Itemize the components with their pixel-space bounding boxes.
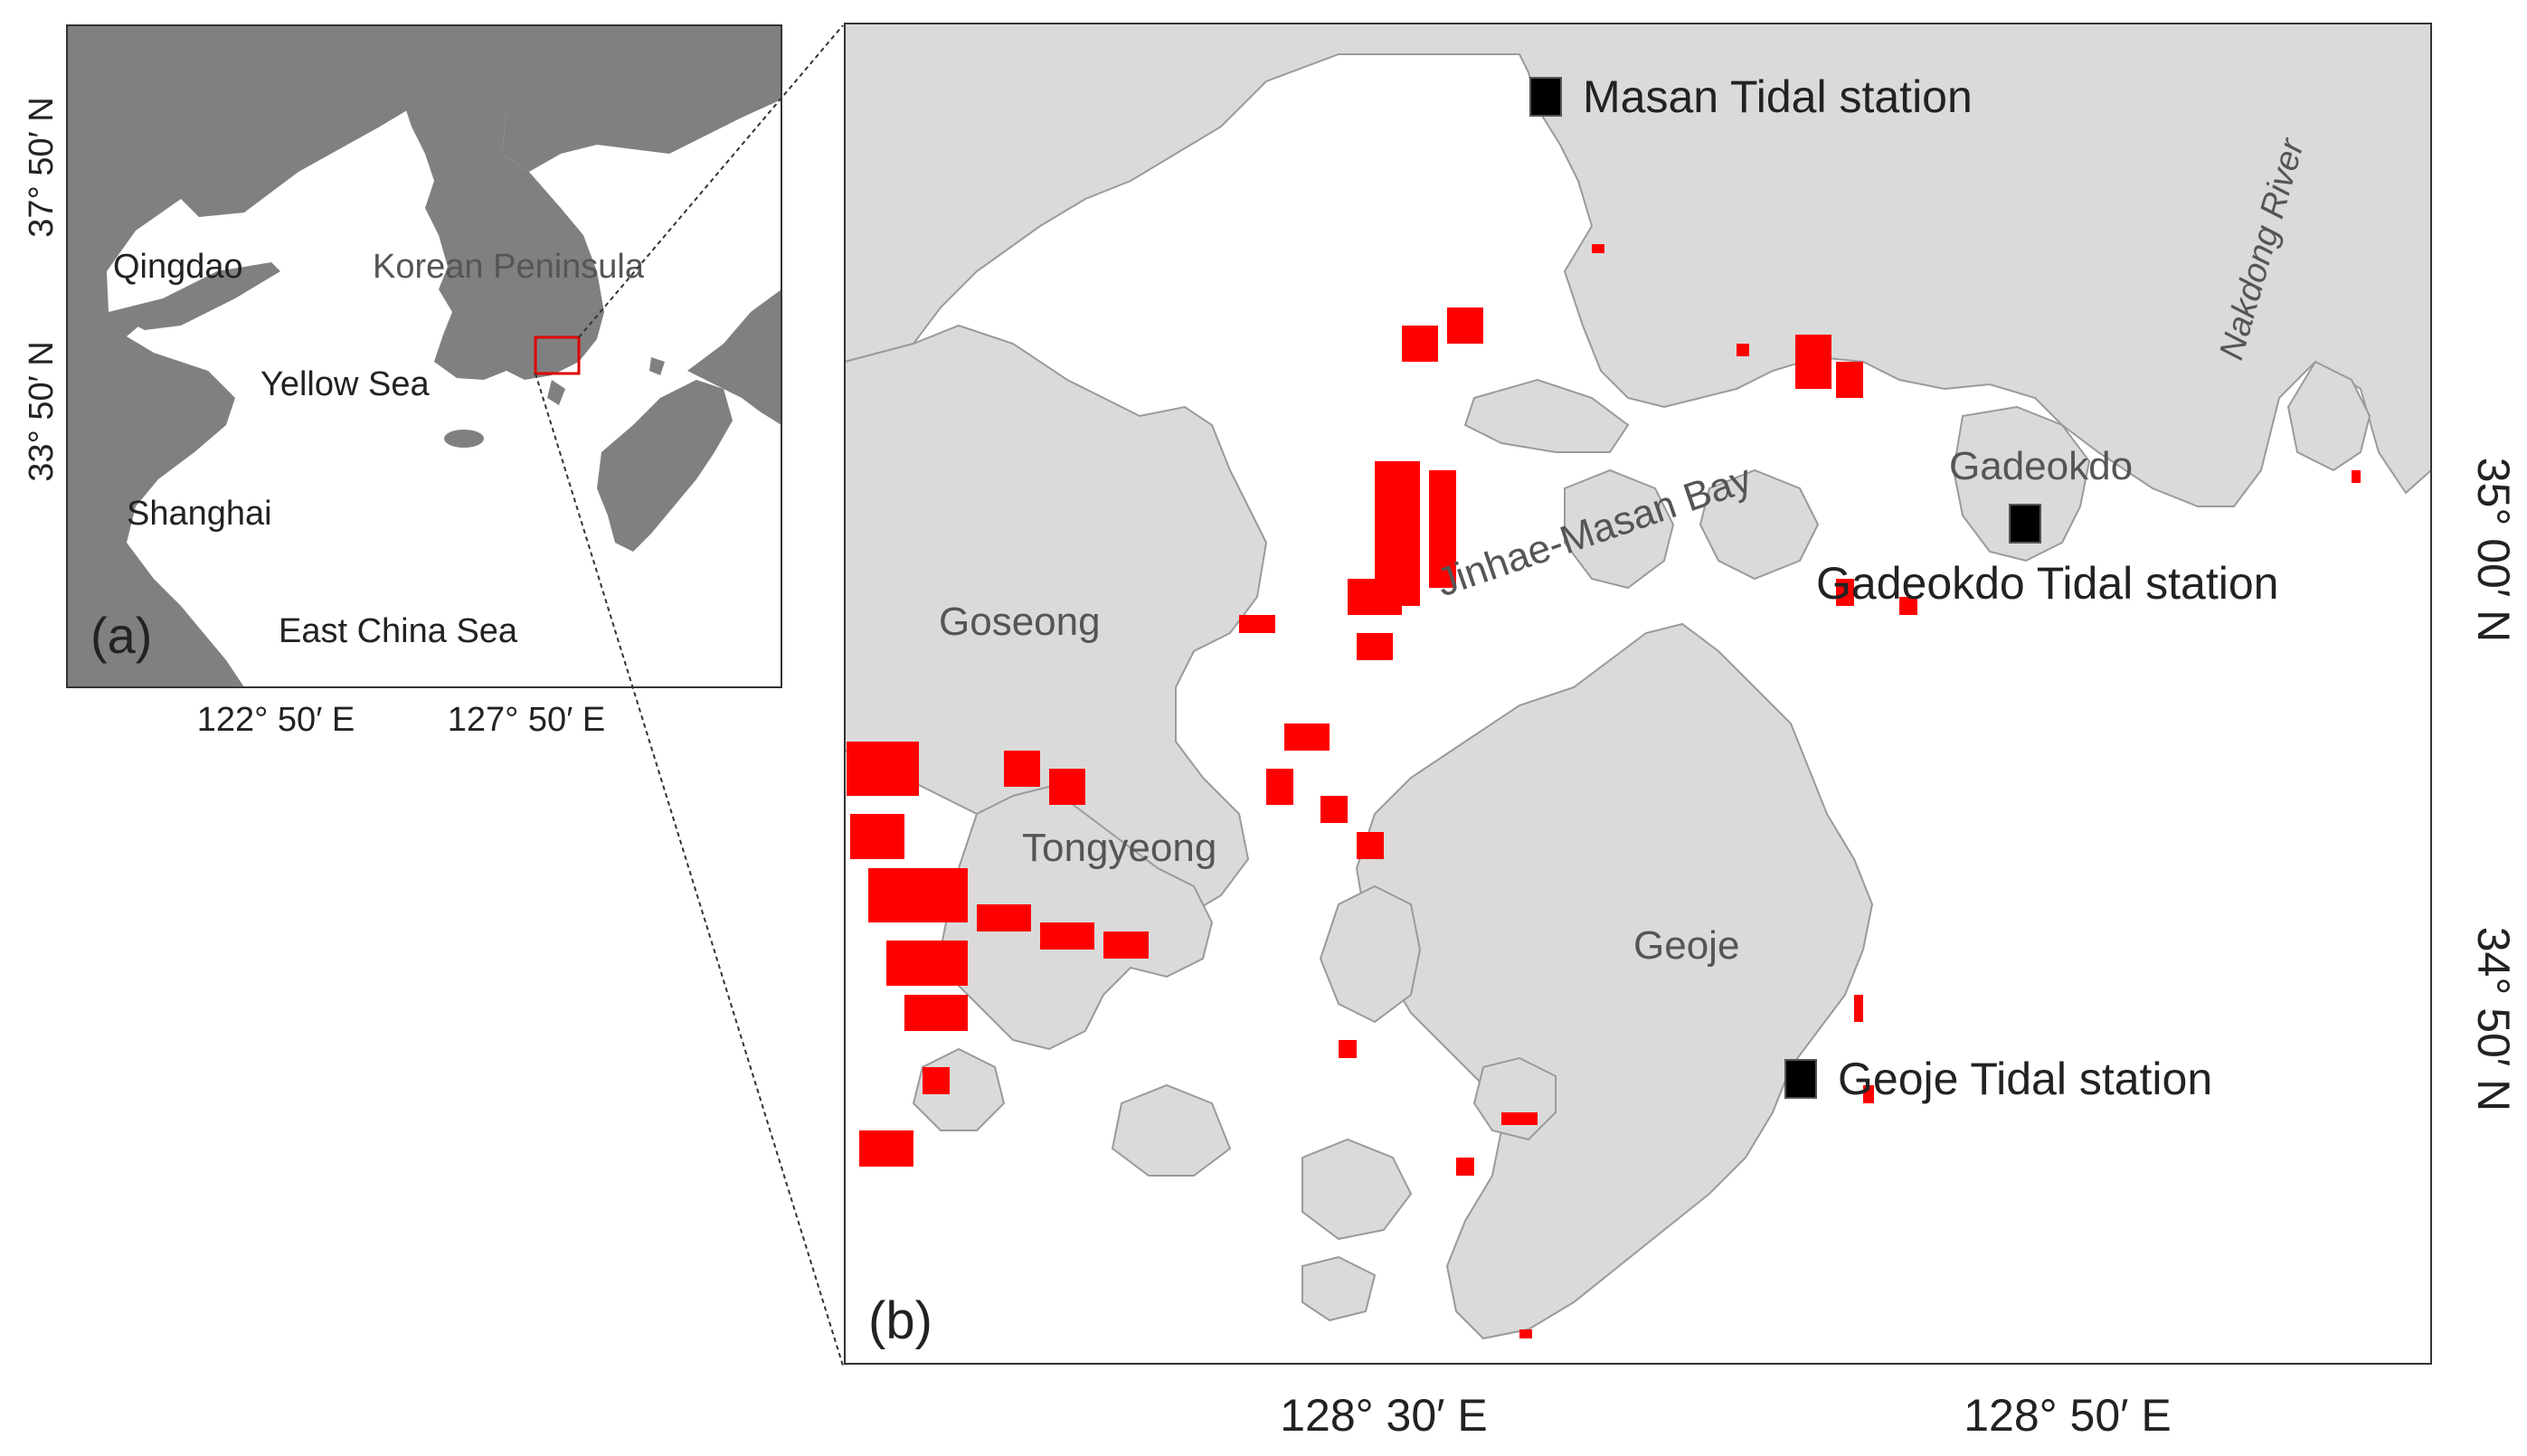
label-goseong: Goseong — [939, 600, 1101, 644]
station-geoje-label: Geoje Tidal station — [1838, 1054, 2212, 1104]
north-mainland — [845, 24, 2431, 507]
jeju-island — [444, 430, 484, 448]
station-masan-label: Masan Tidal station — [1583, 71, 1973, 122]
station-masan-marker — [1529, 77, 1562, 117]
panel-a-lat-tick-2: 33° 50′ N — [23, 341, 61, 481]
island-3 — [1564, 468, 1675, 590]
northeast-land — [502, 25, 781, 172]
island-5 — [1463, 378, 1630, 453]
label-yellow-sea: Yellow Sea — [260, 365, 430, 403]
japan-honshu — [687, 289, 781, 425]
panel-a-lon-tick-2: 127° 50′ E — [448, 701, 605, 739]
gadeokdo-island — [1952, 405, 2091, 563]
station-geoje-marker — [1784, 1059, 1817, 1099]
japan-kyushu — [597, 380, 733, 552]
aquaculture-farms — [847, 244, 2361, 1338]
panel-b: Masan Tidal station Gadeokdo Tidal stati… — [844, 23, 2519, 1441]
label-tongyeong: Tongyeong — [1022, 826, 1216, 870]
panel-b-lon-tick-1: 128° 30′ E — [1280, 1390, 1488, 1441]
panel-b-tag: (b) — [868, 1291, 932, 1350]
zoom-line-top — [578, 24, 844, 338]
panel-b-lat-tick-2: 34° 50′ N — [2468, 927, 2519, 1112]
china-land — [67, 25, 506, 687]
label-gadeokdo: Gadeokdo — [1949, 444, 2133, 488]
panel-a-tag: (a) — [90, 607, 152, 664]
label-korean-peninsula: Korean Peninsula — [373, 248, 645, 286]
korean-peninsula-land — [389, 25, 604, 380]
japan-islands — [547, 357, 665, 405]
panel-b-frame — [844, 23, 2432, 1365]
island-7 — [1111, 1083, 1232, 1177]
station-gadeokdo-label: Gadeokdo Tidal station — [1816, 558, 2278, 609]
island-4 — [1699, 468, 1820, 581]
label-geoje: Geoje — [1633, 923, 1739, 968]
south-land — [163, 651, 244, 687]
study-area-box — [534, 336, 581, 375]
zoom-line-bottom — [535, 373, 844, 1366]
island-9 — [1301, 1255, 1377, 1322]
panel-b-lat-tick-1: 35° 00′ N — [2468, 458, 2519, 643]
island-6 — [1301, 1138, 1413, 1241]
panel-a-lat-tick-1: 37° 50′ N — [23, 97, 61, 237]
panel-a-frame — [66, 24, 782, 688]
panel-b-lon-tick-2: 128° 50′ E — [1964, 1390, 2172, 1441]
label-qingdao: Qingdao — [113, 248, 243, 286]
east-coast — [2286, 360, 2371, 472]
island-1 — [1319, 884, 1422, 1024]
panel-a: Qingdao Korean Peninsula Yellow Sea Shan… — [23, 24, 782, 739]
shandong-peninsula — [109, 262, 280, 330]
station-gadeokdo-marker — [2009, 504, 2041, 544]
label-east-china-sea: East China Sea — [279, 612, 518, 650]
label-shanghai: Shanghai — [127, 495, 272, 533]
panel-a-lon-tick-1: 122° 50′ E — [197, 701, 355, 739]
